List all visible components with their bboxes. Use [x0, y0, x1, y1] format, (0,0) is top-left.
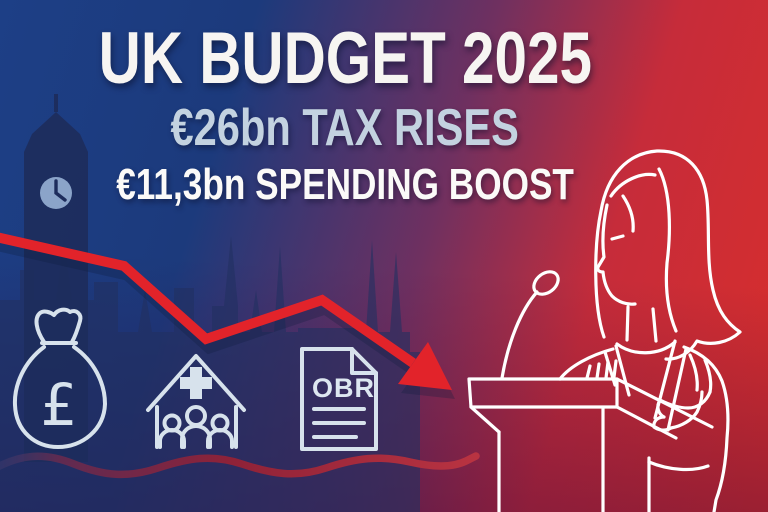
obr-label: OBR: [312, 373, 375, 403]
headline-spending-line: €11,3bn SPENDING BOOST: [0, 163, 690, 207]
medical-cross-icon: [180, 367, 212, 399]
headline-title-text: UK BUDGET 2025: [98, 18, 592, 99]
pound-symbol: £: [41, 371, 78, 439]
headline-spending-text: €11,3bn SPENDING BOOST: [116, 160, 574, 209]
health-house-icon: [146, 354, 246, 449]
microphone-icon: [500, 270, 560, 380]
headline-block: UK BUDGET 2025 €26bn TAX RISES €11,3bn S…: [0, 22, 690, 207]
speaker-woman-line-art: [558, 149, 742, 512]
downtrend-arrow-icon: [0, 232, 452, 390]
headline-tax-text: €26bn TAX RISES: [170, 99, 520, 157]
obr-document-icon: OBR: [300, 347, 378, 451]
headline-title: UK BUDGET 2025: [0, 22, 690, 95]
wavy-underline: [0, 452, 480, 479]
money-bag-icon: £: [12, 307, 107, 449]
big-ben-icon: [24, 94, 88, 462]
headline-tax-line: €26bn TAX RISES: [0, 102, 690, 154]
